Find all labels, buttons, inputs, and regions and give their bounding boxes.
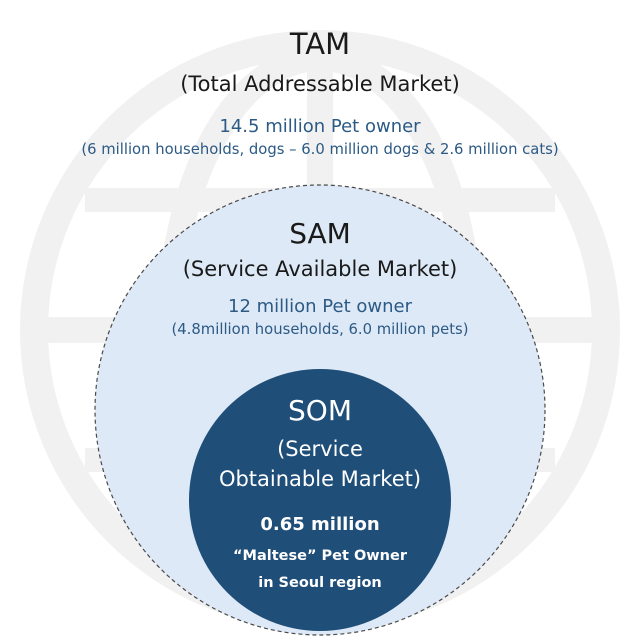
- som-subtitle: Obtainable Market): [219, 467, 421, 491]
- sam-title: SAM: [289, 217, 351, 250]
- sam-count: 12 million Pet owner: [228, 296, 413, 317]
- tam-detail: (6 million households, dogs – 6.0 millio…: [81, 141, 558, 158]
- som-subtitle: (Service: [277, 437, 363, 461]
- som-count: 0.65 million: [260, 514, 379, 535]
- som-circle: [189, 369, 451, 631]
- som-detail: in Seoul region: [258, 575, 382, 591]
- som-title: SOM: [288, 394, 352, 427]
- tam-subtitle: (Total Addressable Market): [180, 72, 460, 96]
- sam-detail: (4.8million households, 6.0 million pets…: [172, 321, 469, 338]
- tam-count: 14.5 million Pet owner: [219, 116, 421, 137]
- sam-subtitle: (Service Available Market): [183, 257, 458, 281]
- tam-title: TAM: [289, 27, 350, 61]
- som-detail: “Maltese” Pet Owner: [233, 548, 408, 564]
